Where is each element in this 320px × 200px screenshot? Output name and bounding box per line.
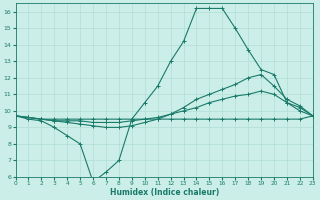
X-axis label: Humidex (Indice chaleur): Humidex (Indice chaleur) <box>109 188 219 197</box>
